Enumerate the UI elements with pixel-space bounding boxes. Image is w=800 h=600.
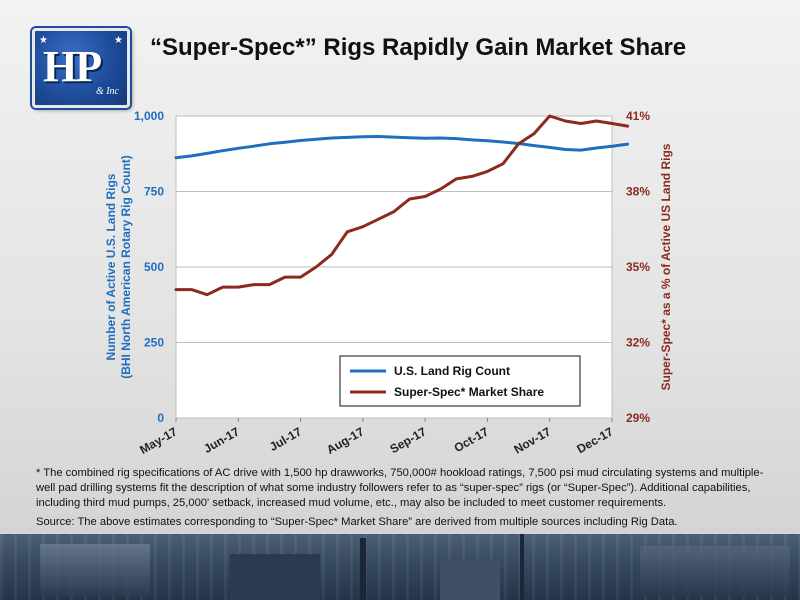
left-tick-label: 750 — [144, 185, 164, 199]
banner-shape — [440, 560, 500, 600]
series-line — [174, 114, 630, 297]
bottom-banner-image — [0, 534, 800, 600]
legend-box — [339, 355, 581, 407]
x-tick-label: May-17 — [137, 424, 180, 457]
banner-shape — [640, 546, 790, 596]
left-tick-label: 500 — [144, 260, 164, 274]
banner-shape — [40, 544, 150, 596]
page-title: “Super-Spec*” Rigs Rapidly Gain Market S… — [150, 34, 687, 61]
logo-inc: & Inc — [95, 86, 119, 97]
right-axis-title: Super-Spec* as a % of Active US Land Rig… — [659, 143, 673, 390]
x-tick-label: Jul-17 — [267, 424, 304, 454]
x-tick-label: Oct-17 — [452, 424, 492, 455]
series-line — [174, 135, 630, 160]
source-note: Source: The above estimates correspondin… — [36, 516, 678, 528]
footnote: * The combined rig specifications of AC … — [36, 467, 764, 509]
axes: 0 250 500 750 1,000 29% 32% 35% 38% 41% May-17 Jun-… — [104, 109, 673, 457]
legend-label: Super-Spec* Market Share — [394, 385, 544, 399]
logo-letters: HP — [43, 42, 102, 91]
left-tick-label: 0 — [157, 411, 164, 425]
star-icon: ★ — [114, 35, 123, 46]
banner-shape — [230, 554, 320, 600]
x-tick-label: Aug-17 — [324, 424, 367, 457]
company-logo: ★ ★ HP & Inc — [32, 28, 130, 108]
x-tick-label: Jun-17 — [201, 424, 242, 456]
left-tick-label: 1,000 — [134, 109, 164, 123]
star-icon: ★ — [39, 35, 48, 46]
right-tick-label: 41% — [626, 109, 650, 123]
legend: U.S. Land Rig Count Super-Spec* Market Sh… — [339, 355, 581, 407]
series-lines — [174, 114, 630, 297]
right-tick-label: 29% — [626, 411, 650, 425]
legend-label: U.S. Land Rig Count — [394, 364, 510, 378]
x-tick-label: Dec-17 — [574, 424, 615, 456]
banner-shape — [520, 534, 524, 600]
left-axis-title: Number of Active U.S. Land Rigs(BHI Nort… — [104, 155, 133, 379]
x-tick-label: Sep-17 — [388, 424, 429, 456]
right-tick-label: 38% — [626, 185, 650, 199]
right-tick-label: 35% — [626, 260, 650, 274]
line-chart: 0 250 500 750 1,000 29% 32% 35% 38% 41% May-17 Jun-… — [104, 109, 673, 457]
right-tick-label: 32% — [626, 336, 650, 350]
x-tick-label: Nov-17 — [512, 424, 554, 456]
left-tick-label: 250 — [144, 336, 164, 350]
banner-shape — [360, 538, 366, 600]
